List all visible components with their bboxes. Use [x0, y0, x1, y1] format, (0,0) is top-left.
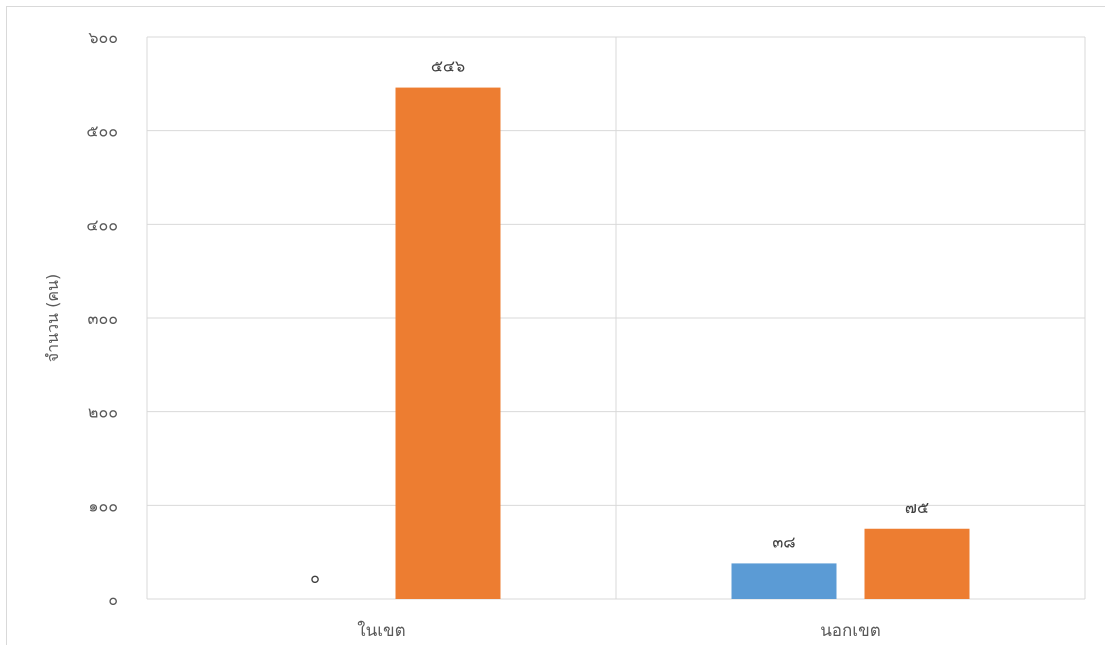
y-axis-label: จำนวน (คน): [43, 274, 62, 362]
y-axis-ticks: ๐ ๑๐๐ ๒๐๐ ๓๐๐ ๔๐๐ ๕๐๐ ๖๐๐: [86, 28, 118, 609]
x-category-label: นอกเขต: [820, 621, 881, 641]
chart-frame: [6, 6, 1105, 645]
y-tick-label: ๐: [108, 590, 118, 609]
y-tick-label: ๓๐๐: [88, 309, 118, 328]
y-tick-label: ๖๐๐: [88, 28, 118, 47]
y-tick-label: ๑๐๐: [88, 496, 118, 515]
data-label: ๕๔๖: [431, 57, 465, 76]
x-category-label: ในเขต: [357, 620, 405, 641]
bar: [731, 563, 837, 599]
grid-lines: [146, 36, 1086, 600]
bars: [395, 87, 970, 599]
data-label: ๗๕: [905, 498, 929, 517]
y-tick-label: ๔๐๐: [86, 215, 118, 234]
bar: [395, 87, 501, 599]
data-label: ๐: [310, 568, 320, 587]
bar: [864, 528, 970, 599]
x-axis-categories: ในเขต นอกเขต: [357, 620, 881, 641]
data-label: ๓๘: [772, 532, 795, 551]
y-tick-label: ๒๐๐: [88, 403, 118, 422]
y-tick-label: ๕๐๐: [86, 122, 118, 141]
